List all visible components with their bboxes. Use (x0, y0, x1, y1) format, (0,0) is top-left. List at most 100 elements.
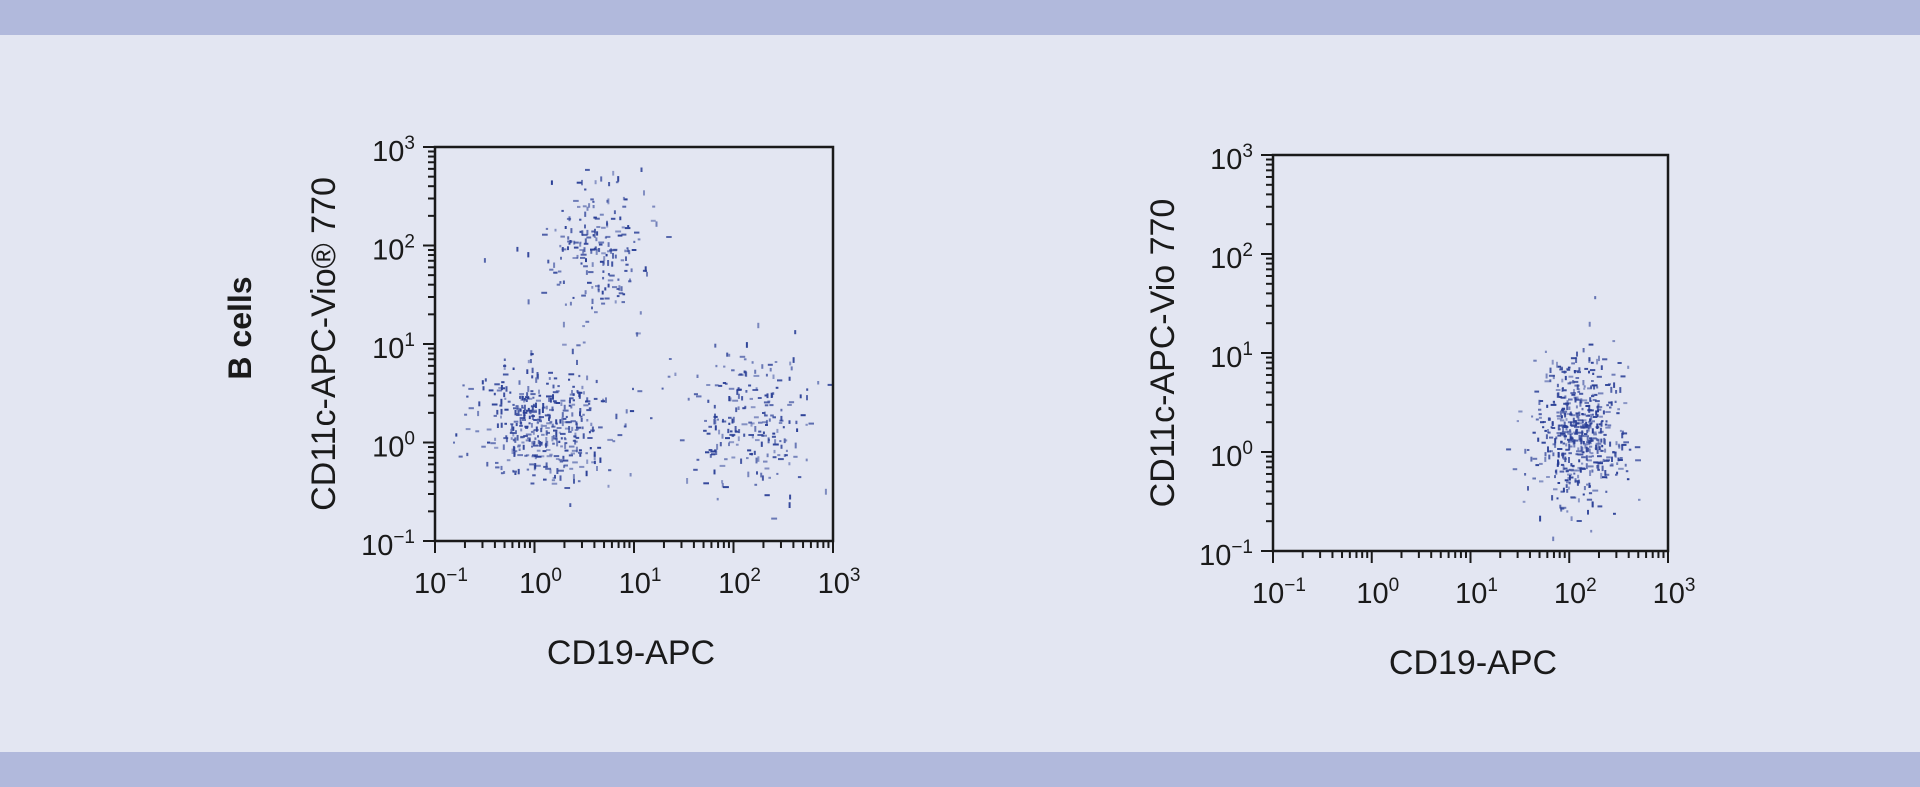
event-dot (827, 383, 833, 386)
event-dot (597, 446, 602, 449)
event-dot (586, 236, 592, 239)
event-dot (1548, 374, 1555, 377)
event-dot (522, 419, 526, 421)
event-dot (764, 414, 768, 417)
event-dot (553, 271, 558, 274)
event-dot (531, 445, 533, 448)
event-dot (1535, 464, 1540, 467)
event-dot (564, 449, 569, 452)
event-dot (741, 423, 748, 426)
event-dot (1578, 411, 1581, 416)
event-dot (575, 423, 578, 429)
event-dot (767, 363, 773, 366)
event-dot (502, 373, 509, 376)
event-dot (575, 440, 578, 443)
event-dot (1582, 399, 1588, 402)
event-dot (1564, 479, 1569, 482)
event-dot (545, 227, 549, 230)
event-dot (713, 469, 716, 475)
event-dot (1545, 373, 1548, 379)
event-dot (570, 405, 573, 409)
event-dot (525, 433, 532, 436)
event-dot (491, 403, 498, 406)
event-dot (568, 426, 571, 431)
event-dot (595, 379, 598, 384)
event-dot (1552, 443, 1556, 446)
event-dot (590, 429, 595, 432)
event-dot (725, 437, 730, 440)
bottom-band (0, 752, 1920, 787)
event-dot (500, 422, 503, 428)
event-dot (1612, 451, 1615, 453)
event-dot (605, 397, 607, 403)
event-dot (579, 218, 582, 221)
event-dot (714, 425, 717, 431)
event-dot (616, 288, 620, 290)
event-dot (1607, 424, 1612, 427)
event-dot (546, 395, 552, 398)
event-dot (761, 364, 764, 369)
event-dot (533, 442, 535, 446)
event-dot (674, 372, 677, 376)
event-dot (1532, 457, 1538, 460)
event-dot (1584, 433, 1588, 436)
event-dot (1532, 477, 1536, 480)
event-dot (576, 254, 579, 259)
event-dot (738, 429, 741, 434)
event-dot (530, 482, 535, 485)
event-dot (1605, 473, 1610, 476)
event-dot (1582, 413, 1586, 416)
event-dot (636, 332, 639, 337)
event-dot (575, 446, 578, 453)
event-dot (1531, 415, 1534, 418)
event-dot (1547, 450, 1551, 453)
event-dot (540, 441, 543, 444)
event-dot (529, 463, 535, 466)
event-dot (555, 458, 560, 460)
event-dot (562, 459, 569, 462)
event-dot (570, 228, 573, 234)
event-dot (745, 342, 748, 348)
event-dot (1592, 399, 1597, 401)
event-dot (640, 167, 643, 172)
event-dot (1524, 473, 1527, 476)
event-dot (1597, 409, 1599, 413)
event-dot (551, 423, 554, 428)
x-tick-label: 100 (519, 565, 562, 600)
event-dot (584, 238, 587, 244)
y-tick-label: 103 (372, 133, 415, 168)
event-dot (572, 296, 575, 299)
event-dot (1566, 405, 1569, 411)
event-dot (1560, 440, 1563, 443)
event-dot (559, 244, 562, 248)
event-dot (495, 461, 499, 464)
event-dot (1602, 358, 1608, 361)
event-dot (1572, 465, 1575, 468)
event-dot (576, 344, 581, 347)
event-dot (764, 494, 770, 497)
event-dot (560, 432, 566, 435)
event-dot (1557, 365, 1562, 368)
event-dot (576, 359, 578, 365)
event-dot (578, 393, 581, 399)
event-dot (736, 388, 741, 391)
event-dot (607, 484, 610, 488)
event-dot (512, 432, 515, 437)
event-dot (556, 427, 562, 429)
event-dot (516, 408, 522, 411)
event-dot (525, 396, 530, 399)
event-dot (1568, 452, 1572, 455)
event-dot (1591, 384, 1598, 387)
event-dot (788, 502, 791, 508)
event-dot (1559, 410, 1562, 415)
event-dot (776, 472, 779, 475)
event-dot (561, 247, 564, 252)
event-dot (1534, 390, 1540, 393)
event-dot (569, 397, 574, 400)
event-dot (752, 422, 755, 425)
event-dot (1573, 389, 1575, 394)
event-dot (1542, 421, 1546, 423)
event-dot (783, 454, 786, 457)
event-dot (629, 410, 635, 413)
event-dot (615, 181, 619, 184)
